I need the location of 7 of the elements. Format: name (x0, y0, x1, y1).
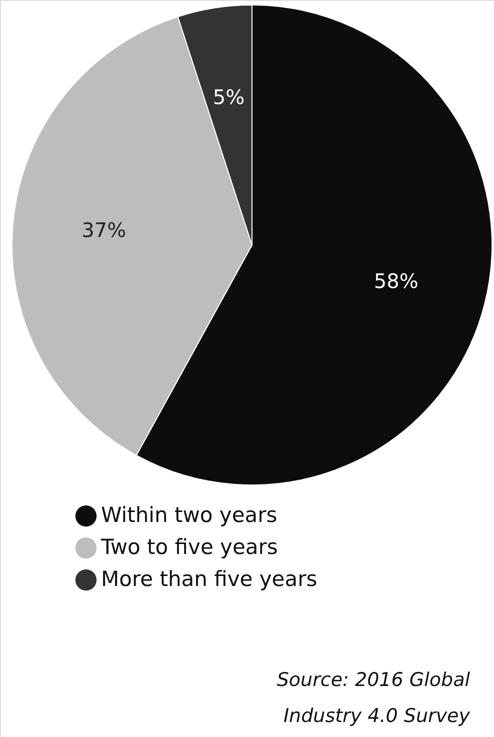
legend-label: Two to five years (100, 535, 278, 559)
data-label: 58% (374, 269, 418, 294)
source-note: Source: 2016 Global Industry 4.0 Survey (276, 669, 471, 727)
legend-label: More than five years (101, 567, 318, 591)
data-label: 5% (212, 85, 245, 110)
legend-label: Within two years (101, 503, 278, 527)
data-label: 37% (82, 218, 126, 242)
